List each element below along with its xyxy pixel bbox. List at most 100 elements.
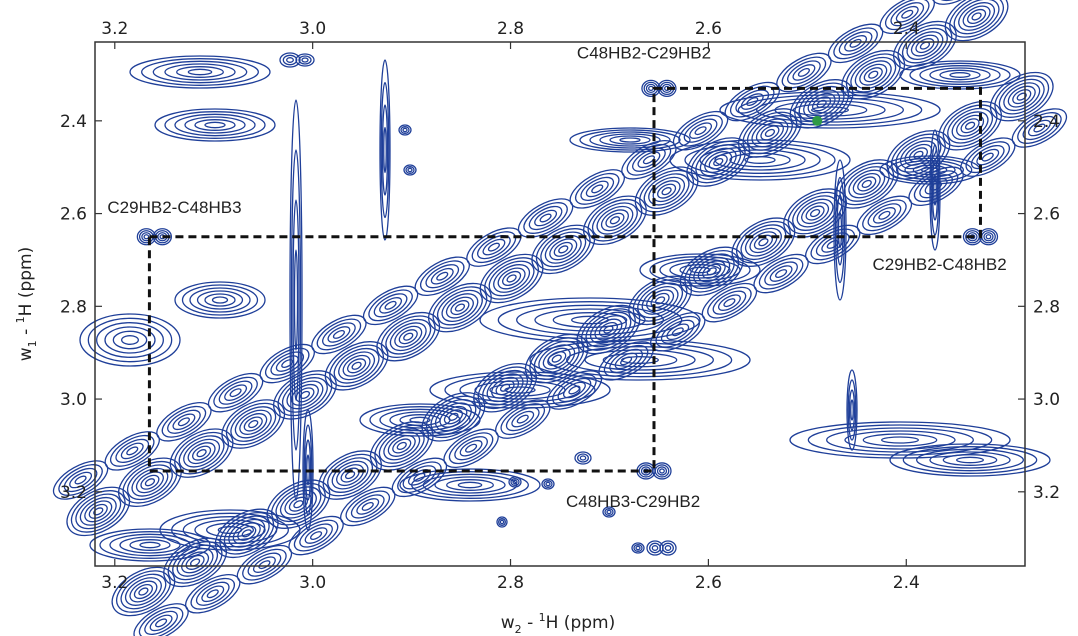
contour-ring xyxy=(792,64,816,81)
contour-ring xyxy=(236,544,293,585)
contour-ring xyxy=(247,552,282,577)
contour-ring xyxy=(450,300,470,316)
contour-ring xyxy=(482,238,506,256)
contour-ring xyxy=(318,450,382,500)
contour-ring xyxy=(659,468,665,474)
contour-ring xyxy=(769,265,793,282)
contour-ring xyxy=(650,292,670,308)
contour-blob xyxy=(479,253,544,304)
contour-blob xyxy=(154,108,276,142)
contour-ring xyxy=(699,146,821,174)
contour-ring xyxy=(965,141,1011,174)
contour-ring xyxy=(929,451,1011,469)
contour-ring xyxy=(506,274,517,283)
contour-ring xyxy=(454,303,466,312)
contour-ring xyxy=(381,104,389,196)
contour-ring xyxy=(474,380,566,400)
contour-ring xyxy=(947,107,994,144)
contour-ring xyxy=(298,55,312,65)
contour-ring xyxy=(604,508,614,516)
contour-ring xyxy=(429,371,611,409)
contour-ring xyxy=(547,342,733,378)
contour-ring xyxy=(589,131,671,149)
contour-ring xyxy=(657,183,677,199)
contour-ring xyxy=(156,402,212,442)
contour-ring xyxy=(834,176,846,284)
contour-ring xyxy=(889,443,1051,477)
contour-ring xyxy=(976,148,1000,166)
contour-blob xyxy=(295,53,315,67)
contour-ring xyxy=(378,428,425,464)
axis-title-part: w xyxy=(501,613,515,633)
contour-ring xyxy=(649,256,751,284)
contour-ring xyxy=(580,176,615,202)
contour-blob xyxy=(403,164,417,176)
contour-ring xyxy=(809,208,821,218)
contour-blob xyxy=(531,224,596,275)
contour-ring xyxy=(394,325,423,348)
contour-ring xyxy=(119,536,181,554)
contour-blob xyxy=(574,451,592,465)
x-tick-label-top: 2.6 xyxy=(695,19,722,39)
contour-ring xyxy=(545,481,551,487)
contour-ring xyxy=(446,479,494,491)
contour-ring xyxy=(879,0,935,34)
contour-ring xyxy=(708,154,728,170)
contour-ring xyxy=(553,241,573,257)
axis-title-part: - xyxy=(16,323,36,340)
contour-ring xyxy=(797,67,810,77)
contour-blob xyxy=(659,540,677,556)
contour-ring xyxy=(504,386,536,394)
contour-ring xyxy=(185,554,205,570)
contour-ring xyxy=(414,256,470,296)
contour-blob xyxy=(569,127,691,153)
axis-title-part: 1 xyxy=(539,611,546,624)
contour-ring xyxy=(189,287,251,313)
peak-labels: C48HB2-C29HB2 C29HB2-C48HB3 C29HB2-C48HB2 C… xyxy=(107,43,1006,511)
contour-ring xyxy=(844,430,956,450)
contour-ring xyxy=(185,574,241,614)
contour-ring xyxy=(719,91,941,129)
contour-ring xyxy=(425,264,460,289)
y-tick-label-right: 2.8 xyxy=(1033,297,1060,317)
y-tick-label-right: 3.0 xyxy=(1033,390,1060,410)
contour-ring xyxy=(342,354,371,377)
contour-ring xyxy=(140,474,160,490)
contour-ring xyxy=(807,424,993,456)
contour-ring xyxy=(229,388,242,398)
contour-ring xyxy=(405,166,415,174)
contour-ring xyxy=(583,195,647,246)
contour-ring xyxy=(1016,92,1027,101)
x-tick-label-bottom: 2.4 xyxy=(893,573,920,593)
contour-blob xyxy=(129,55,271,89)
contour-ring xyxy=(299,523,333,548)
contour-blob xyxy=(929,129,941,251)
contour-ring xyxy=(852,172,881,195)
contour-ring xyxy=(139,541,161,549)
contour-ring xyxy=(1003,82,1041,112)
contour-ring xyxy=(956,114,985,137)
contour-blob xyxy=(340,486,396,527)
y-tick-label-left: 2.8 xyxy=(60,297,87,317)
contour-ring xyxy=(411,471,529,499)
contour-ring xyxy=(174,113,256,137)
contour-ring xyxy=(182,516,278,544)
x-tick-label-bottom: 3.2 xyxy=(101,573,128,593)
contour-ring xyxy=(637,282,684,319)
contour-ring xyxy=(181,284,259,316)
contour-ring xyxy=(531,224,596,275)
contour-ring xyxy=(949,0,1004,38)
contour-ring xyxy=(286,57,294,63)
contour-ring xyxy=(120,573,167,610)
contour-ring xyxy=(389,411,451,429)
contour-ring xyxy=(659,258,741,282)
contour-ring xyxy=(499,519,505,525)
contour-ring xyxy=(164,111,266,139)
contour-ring xyxy=(916,448,1024,472)
contour-ring xyxy=(805,224,861,265)
contour-ring xyxy=(740,224,787,261)
contour-ring xyxy=(758,238,769,247)
contour-ring xyxy=(498,518,506,526)
contour-blob xyxy=(989,71,1054,122)
contour-ring xyxy=(529,337,585,380)
